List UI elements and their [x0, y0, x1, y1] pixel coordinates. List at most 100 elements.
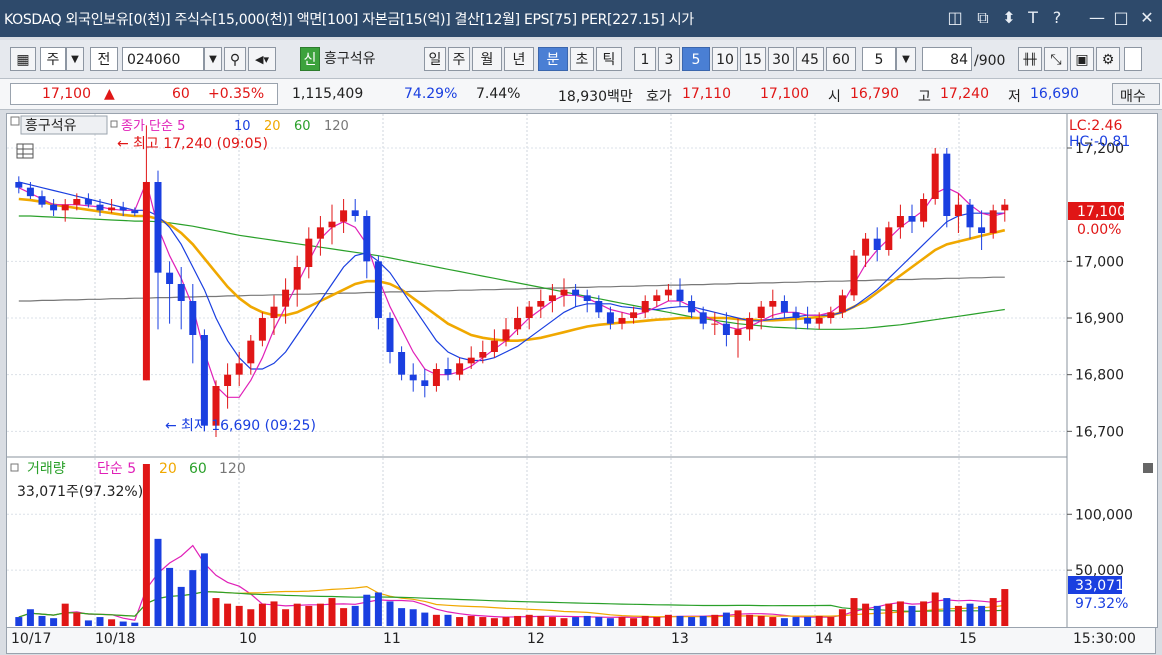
maximize-icon[interactable]: □ [1113, 8, 1129, 27]
legend-ma-toggle-icon[interactable] [110, 120, 118, 128]
period-minute[interactable]: 분 [538, 47, 568, 71]
candle-body [514, 318, 522, 330]
popout-icon[interactable]: ⧉ [977, 8, 989, 27]
save-icon[interactable]: ▣ [1070, 47, 1094, 71]
interval-60[interactable]: 60 [826, 47, 856, 71]
chevron-down-icon[interactable]: ▼ [66, 47, 84, 71]
volume-bar [838, 609, 846, 626]
interval-1[interactable]: 1 [634, 47, 656, 71]
chevron-down-icon[interactable]: ▼ [204, 47, 222, 71]
volume-bar [73, 612, 81, 626]
ref-label[interactable]: 전 [90, 47, 118, 71]
high-price: 17,240 [940, 86, 989, 102]
volume-bar [282, 609, 290, 626]
window-title: KOSDAQ 외국인보유[0(천)] 주식수[15,000(천)] 액면[100… [4, 12, 694, 28]
period-month[interactable]: 월 [472, 47, 502, 71]
speaker-icon[interactable]: ◀▾ [248, 47, 276, 71]
volume-bar [780, 618, 788, 626]
stock-code-input[interactable]: 024060 [122, 47, 204, 71]
candle-body [73, 199, 81, 205]
interval-3[interactable]: 3 [658, 47, 680, 71]
period-year[interactable]: 년 [504, 47, 534, 71]
interval-5[interactable]: 5 [682, 47, 710, 71]
volume-bar [293, 603, 301, 626]
candle-body [595, 301, 603, 313]
stock-name: 흥구석유 [324, 51, 376, 67]
candle-body [363, 216, 371, 262]
interval-30[interactable]: 30 [768, 47, 794, 71]
volume-bar [548, 617, 556, 626]
chart-area[interactable]: 17,200 17,000 16,900 16,800 16,700 100,000 50,… [6, 113, 1158, 628]
candle-body [456, 363, 464, 375]
interval-input[interactable]: 5 [862, 47, 896, 71]
candle-body [525, 306, 533, 318]
volume-bar [525, 614, 533, 626]
volume-bar [316, 603, 324, 626]
quote-label: 호가 [646, 89, 672, 105]
close-panel-icon[interactable] [1143, 463, 1153, 473]
period-selector[interactable]: 주 [40, 47, 66, 71]
candle-body [978, 227, 986, 233]
candle-body [421, 380, 429, 386]
y-tick-label: 17,000 [1075, 254, 1124, 270]
interval-15[interactable]: 15 [740, 47, 766, 71]
current-price: 17,100 [42, 86, 91, 102]
candle-body [722, 323, 730, 335]
volume-bar [200, 553, 208, 626]
legend-name-box[interactable] [20, 115, 108, 135]
period-tick[interactable]: 틱 [596, 47, 622, 71]
candle-body [258, 318, 266, 341]
count-input[interactable]: 84 [922, 47, 972, 71]
period-day[interactable]: 일 [424, 47, 446, 71]
volume-bar [676, 615, 684, 626]
volume-legend-box-icon[interactable] [10, 463, 19, 472]
volume-legend-name: 거래량 [27, 461, 66, 477]
volume-value: 1,115,409 [292, 86, 364, 102]
option-checkbox[interactable] [1124, 47, 1142, 71]
candle-body [711, 323, 719, 325]
draw-tool-icon[interactable]: ⤡ [1044, 47, 1068, 71]
interval-10[interactable]: 10 [712, 47, 738, 71]
count-total: /900 [974, 53, 1006, 69]
candle-body [502, 329, 510, 341]
candle-body [908, 216, 916, 222]
legend-box-icon[interactable] [10, 116, 20, 126]
volume-bar [815, 615, 823, 626]
settings-icon[interactable]: ▦ [10, 47, 36, 71]
candle-body [224, 374, 232, 386]
moving-average-lines [18, 180, 1006, 398]
period-second[interactable]: 초 [570, 47, 594, 71]
volume-bar [804, 617, 812, 626]
candle-body [154, 182, 162, 273]
volume-bar [688, 617, 696, 626]
date-label: 11 [383, 631, 401, 647]
candle-body [618, 318, 626, 324]
volume-bar [653, 617, 661, 626]
close-icon[interactable]: ✕ [1140, 8, 1154, 27]
chart-grid [7, 114, 1068, 627]
buy-button[interactable]: 매수 [1120, 89, 1146, 105]
candle-tool-icon[interactable]: ╫╫ [1018, 47, 1042, 71]
volume-bar [966, 603, 974, 626]
pin-icon[interactable]: ⬍ [1002, 8, 1016, 27]
change-pct: +0.35% [208, 86, 265, 102]
layout-icon[interactable]: ◫ [947, 8, 963, 27]
table-icon[interactable] [16, 143, 34, 159]
search-icon[interactable]: ⚲ [224, 47, 246, 71]
interval-45[interactable]: 45 [796, 47, 824, 71]
low-arrow-icon: ← [165, 418, 177, 434]
current-price-tag [1068, 202, 1124, 220]
chevron-down-icon[interactable]: ▼ [896, 47, 916, 71]
volume-bar [664, 614, 672, 626]
font-icon[interactable]: T [1028, 8, 1038, 27]
candle-body [931, 153, 939, 199]
candle-body [26, 187, 34, 197]
gear-icon[interactable]: ⚙ [1096, 47, 1120, 71]
volume-bar [386, 601, 394, 626]
volume-bar [537, 615, 545, 626]
minimize-icon[interactable]: — [1089, 8, 1105, 27]
candlestick-chart[interactable]: 17,200 17,000 16,900 16,800 16,700 100,000 50,… [7, 114, 1157, 627]
help-icon[interactable]: ? [1052, 8, 1062, 27]
candle-body [386, 318, 394, 352]
period-week[interactable]: 주 [448, 47, 470, 71]
